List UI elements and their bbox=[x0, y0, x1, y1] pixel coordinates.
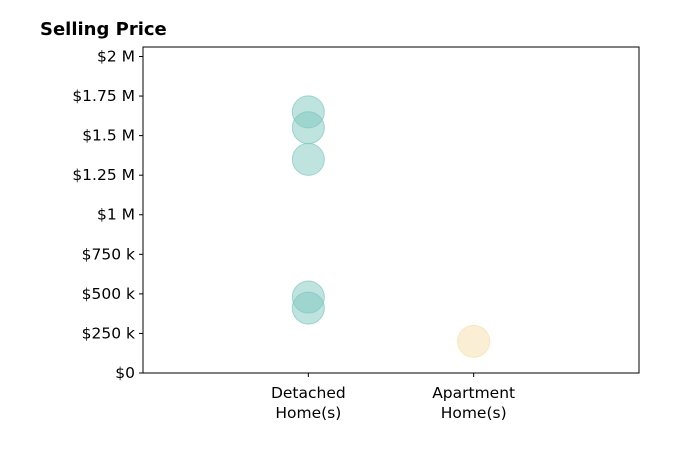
y-tick-label: $500 k bbox=[82, 285, 135, 303]
y-tick-label: $750 k bbox=[82, 245, 135, 263]
y-tick-label: $1.25 M bbox=[72, 166, 135, 184]
y-axis: $0 $250 k $500 k $750 k $1 M $1.25 M $1.5 M $1.… bbox=[72, 47, 143, 382]
points-layer bbox=[291, 95, 491, 358]
y-tick-label: $1.5 M bbox=[82, 127, 135, 145]
data-point bbox=[291, 291, 325, 325]
y-tick-label: $1.75 M bbox=[72, 87, 135, 105]
x-tick-label: Apartment bbox=[432, 384, 515, 402]
x-axis: Detached Home(s) Apartment Home(s) bbox=[271, 373, 515, 422]
plot-area bbox=[142, 46, 640, 374]
y-tick-label: $1 M bbox=[97, 206, 135, 224]
data-point bbox=[291, 142, 325, 176]
y-tick-label: $2 M bbox=[97, 47, 135, 65]
x-tick-label: Home(s) bbox=[441, 404, 507, 422]
y-tick-label: $0 bbox=[115, 364, 135, 382]
chart-title: Selling Price bbox=[40, 19, 167, 40]
y-tick-label: $250 k bbox=[82, 324, 135, 342]
data-point bbox=[291, 111, 325, 145]
x-tick-label: Detached bbox=[271, 384, 346, 402]
x-tick-label: Home(s) bbox=[275, 404, 341, 422]
data-point bbox=[457, 324, 491, 358]
